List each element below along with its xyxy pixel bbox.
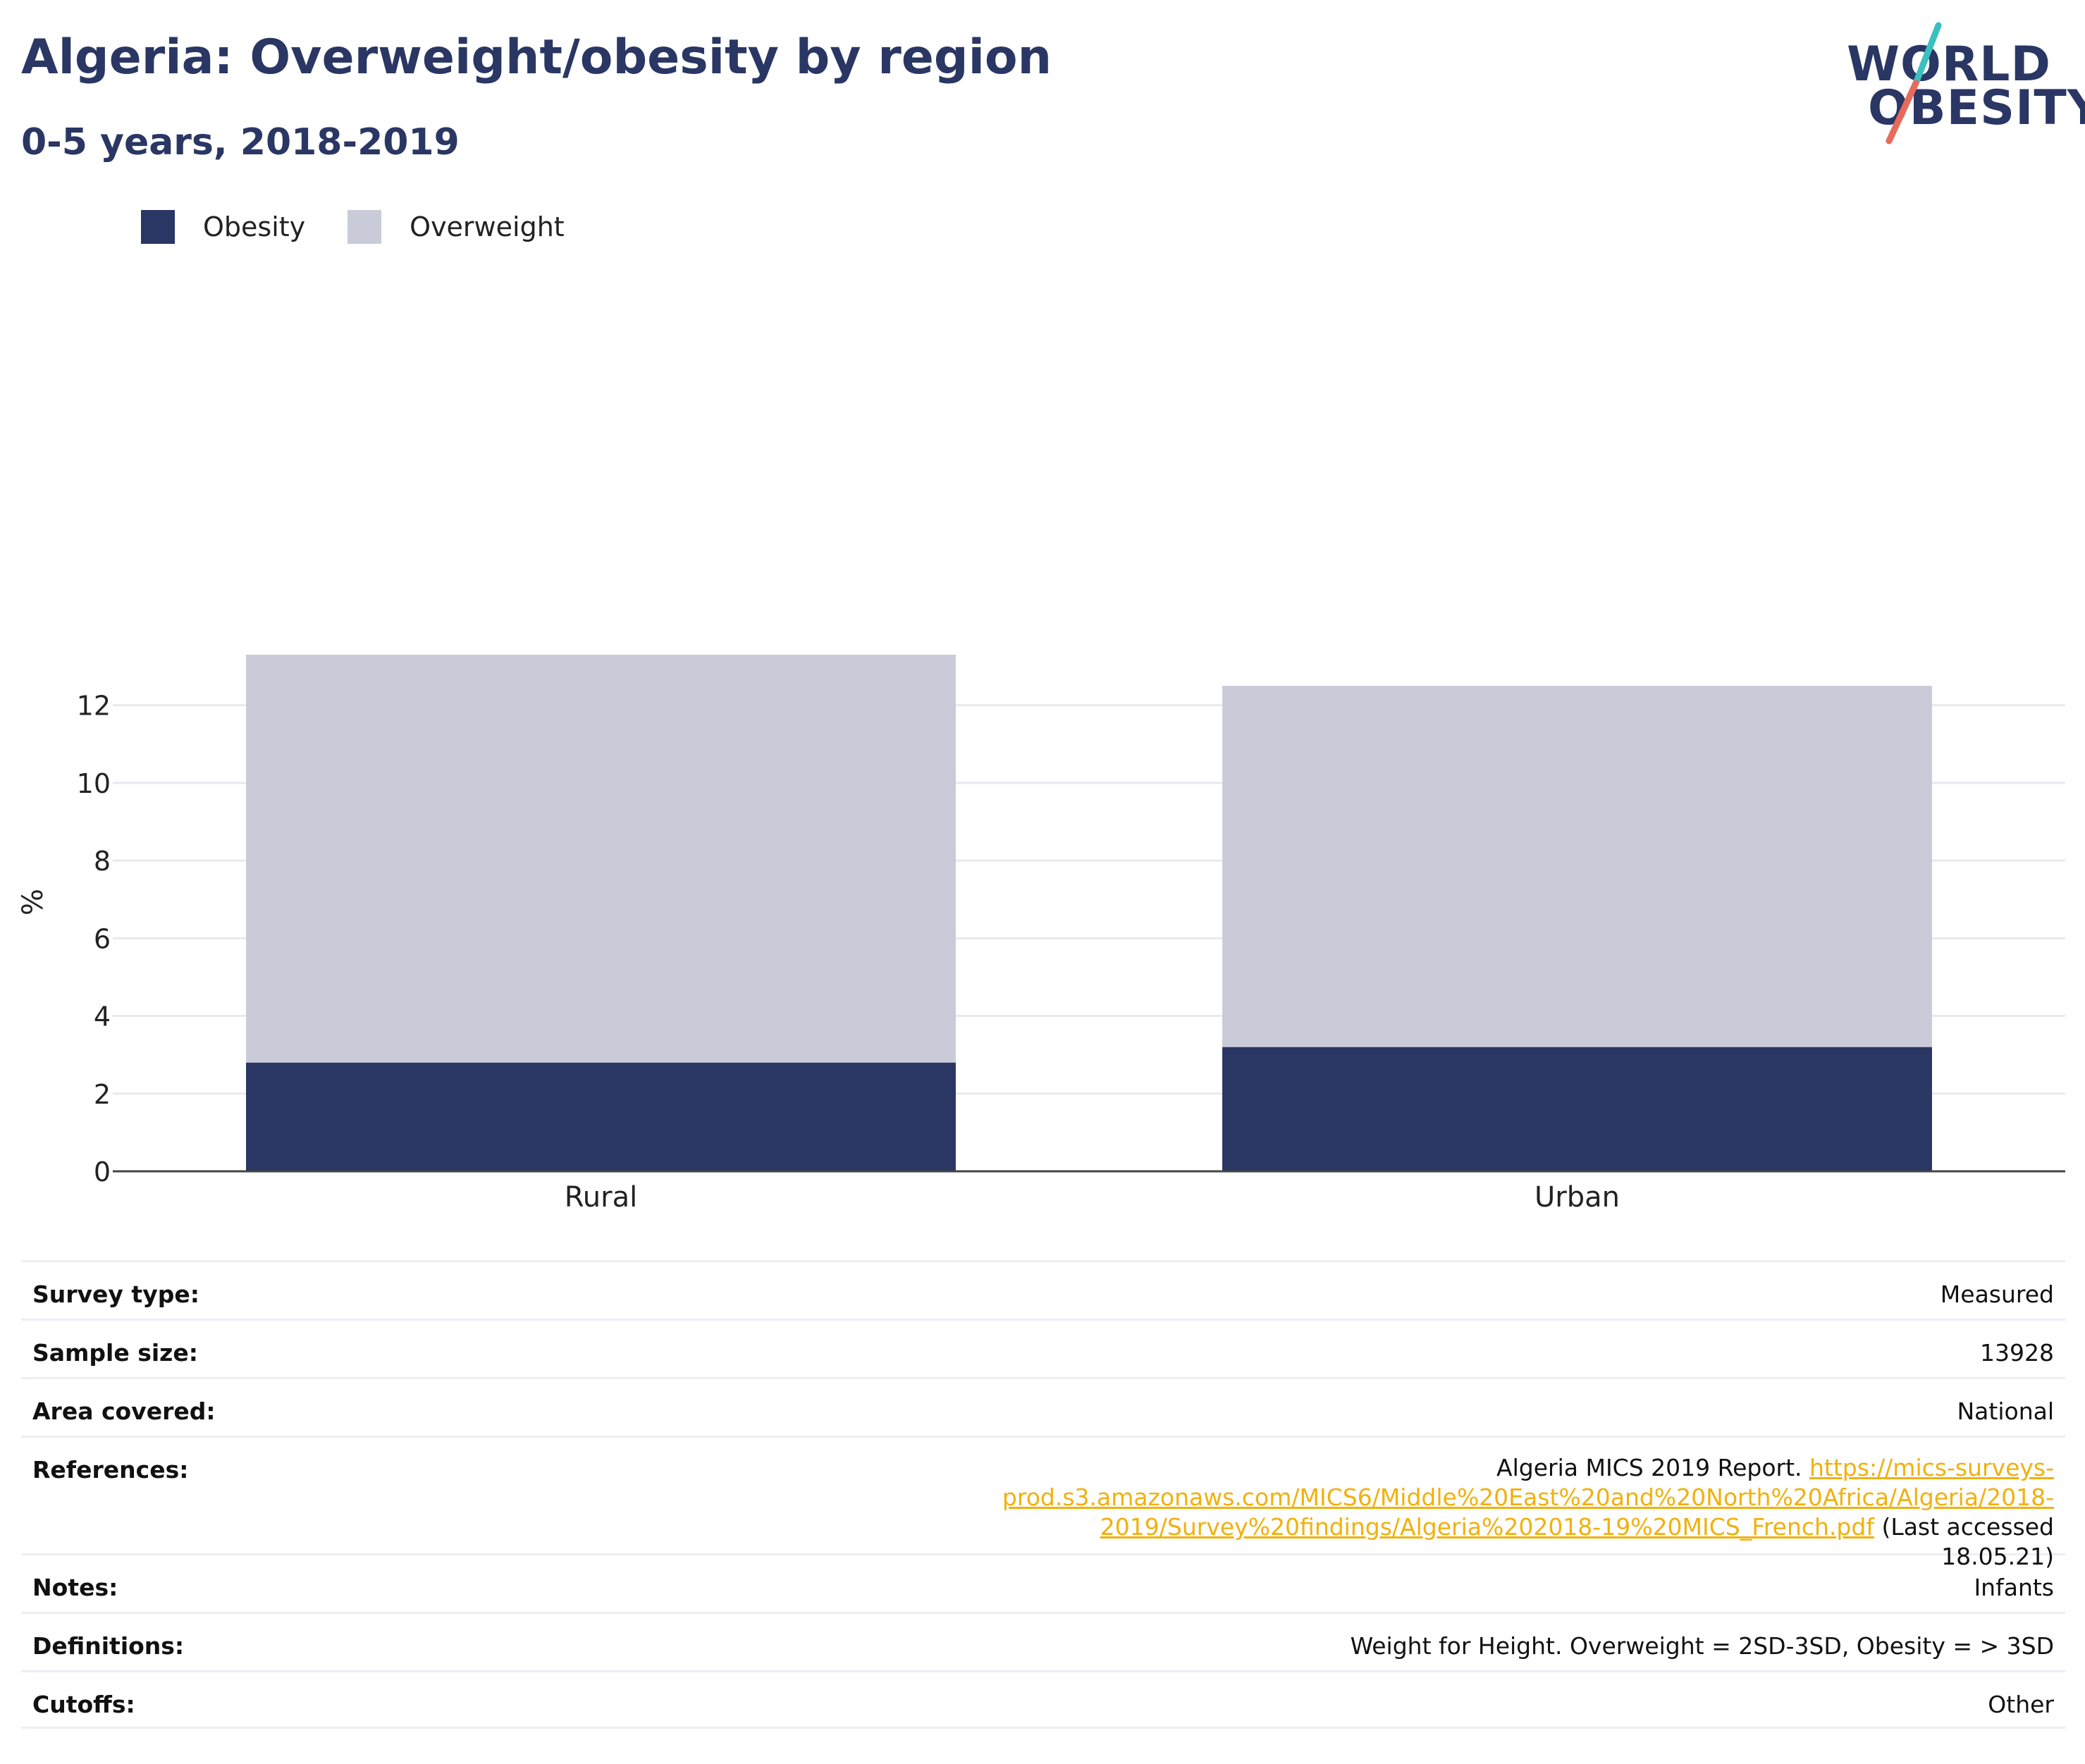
definitions-value: Weight for Height. Overweight = 2SD-3SD,… bbox=[1350, 1632, 2054, 1660]
references-value: Algeria MICS 2019 Report. https://mics-s… bbox=[997, 1453, 2054, 1570]
cutoffs-label: Cutoffs: bbox=[32, 1691, 135, 1718]
bar-rural-overweight[interactable] bbox=[246, 655, 956, 1063]
row-survey-type: Survey type: Measured bbox=[21, 1260, 2065, 1319]
world-obesity-logo: WORLD OBESITY bbox=[1833, 16, 2085, 156]
legend-swatch-obesity bbox=[141, 210, 175, 244]
bar-rural-obesity[interactable] bbox=[246, 1062, 956, 1171]
bar-chart: 0 2 4 6 8 10 12 Rural Urban % bbox=[17, 655, 2065, 1214]
x-tick-label: Rural bbox=[565, 1181, 637, 1214]
legend-item-obesity[interactable]: Obesity bbox=[141, 210, 305, 244]
notes-value: Infants bbox=[1974, 1574, 2054, 1601]
row-definitions: Definitions: Weight for Height. Overweig… bbox=[21, 1612, 2065, 1670]
area-covered-value: National bbox=[1957, 1398, 2054, 1425]
survey-type-label: Survey type: bbox=[32, 1281, 199, 1308]
x-tick-label: Urban bbox=[1534, 1181, 1620, 1214]
y-tick-label: 10 bbox=[77, 768, 111, 799]
row-area-covered: Area covered: National bbox=[21, 1377, 2065, 1436]
axes: 0 2 4 6 8 10 12 Rural Urban bbox=[77, 691, 2065, 1214]
y-axis-label: % bbox=[17, 889, 49, 915]
row-sample-size: Sample size: 13928 bbox=[21, 1319, 2065, 1377]
legend: Obesity Overweight bbox=[141, 210, 607, 244]
references-prefix: Algeria MICS 2019 Report. bbox=[1496, 1454, 1810, 1481]
logo-slash-icon bbox=[1886, 22, 1942, 144]
logo-line-1: WORLD bbox=[1847, 37, 2051, 92]
legend-item-overweight[interactable]: Overweight bbox=[348, 210, 565, 244]
references-label: References: bbox=[32, 1456, 189, 1484]
notes-label: Notes: bbox=[32, 1574, 118, 1601]
y-tick-label: 0 bbox=[94, 1157, 111, 1188]
references-link[interactable]: https://mics-surveys-prod.s3.amazonaws.c… bbox=[1002, 1454, 2054, 1541]
chart-subtitle: 0-5 years, 2018-2019 bbox=[21, 121, 460, 164]
references-suffix: (Last accessed 18.05.21) bbox=[1874, 1513, 2054, 1570]
cutoffs-value: Other bbox=[1988, 1691, 2054, 1718]
row-notes: Notes: Infants bbox=[21, 1553, 2065, 1612]
survey-details-table: Survey type: Measured Sample size: 13928… bbox=[21, 1260, 2065, 1729]
y-tick-label: 6 bbox=[94, 923, 111, 954]
y-tick-label: 4 bbox=[94, 1001, 111, 1032]
legend-label-obesity: Obesity bbox=[203, 211, 306, 242]
row-cutoffs: Cutoffs: Other bbox=[21, 1670, 2065, 1729]
bar-urban-obesity[interactable] bbox=[1222, 1047, 1932, 1171]
y-tick-label: 2 bbox=[94, 1079, 111, 1110]
definitions-label: Definitions: bbox=[32, 1632, 185, 1660]
bars bbox=[246, 655, 1932, 1171]
y-tick-label: 12 bbox=[77, 691, 111, 722]
chart-title: Algeria: Overweight/obesity by region bbox=[21, 30, 1052, 85]
sample-size-value: 13928 bbox=[1980, 1339, 2054, 1367]
y-tick-label: 8 bbox=[94, 846, 111, 877]
bar-urban-overweight[interactable] bbox=[1222, 686, 1932, 1047]
legend-label-overweight: Overweight bbox=[410, 211, 565, 242]
row-references: References: Algeria MICS 2019 Report. ht… bbox=[21, 1436, 2065, 1570]
survey-type-value: Measured bbox=[1940, 1281, 2054, 1308]
area-covered-label: Area covered: bbox=[32, 1398, 216, 1425]
legend-swatch-overweight bbox=[348, 210, 382, 244]
sample-size-label: Sample size: bbox=[32, 1339, 198, 1367]
